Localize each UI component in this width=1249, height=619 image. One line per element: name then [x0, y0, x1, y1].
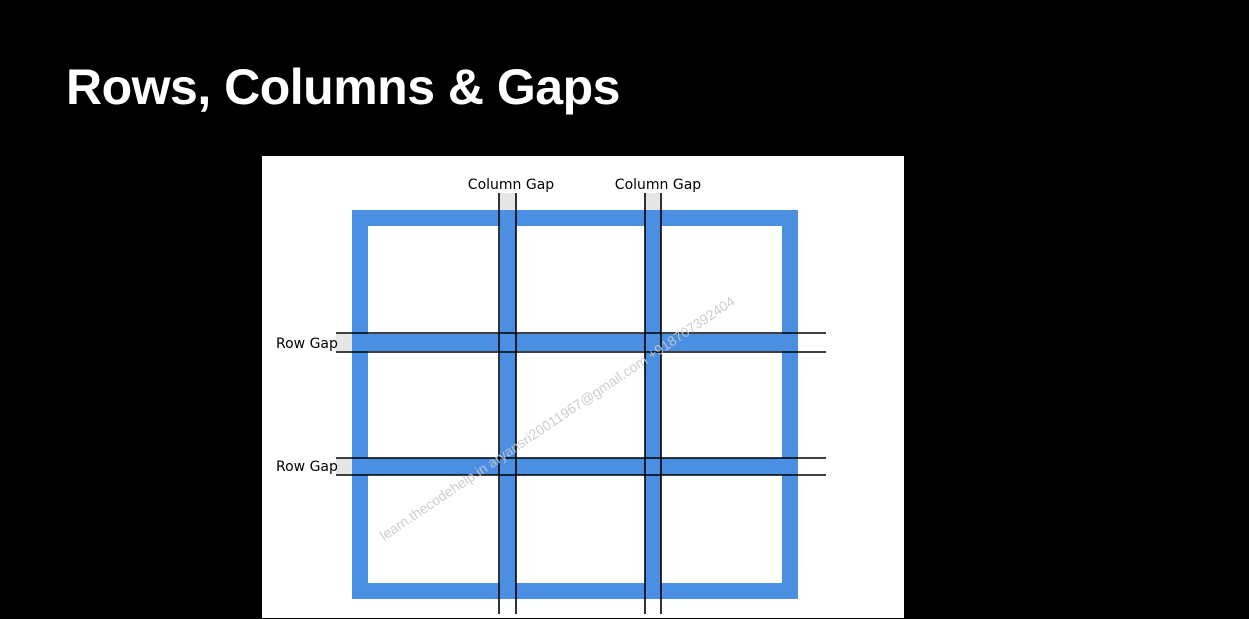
column-gap-label-1: Column Gap	[468, 177, 554, 193]
column-gap-highlight-1	[500, 193, 516, 210]
column-guide-lines	[498, 193, 662, 614]
grid-gap-svg: Column Gap Column Gap Row Gap Row Gap le…	[262, 156, 904, 618]
row-gap-bar-1	[352, 334, 798, 351]
column-gap-bar-1	[500, 210, 516, 599]
row-gap-highlight-2	[336, 458, 352, 475]
row-guide-lines	[336, 332, 826, 476]
slide-title: Rows, Columns & Gaps	[66, 59, 620, 115]
row-gap-bar-2	[352, 458, 798, 475]
row-gap-label-1: Row Gap	[276, 336, 338, 352]
grid-gap-diagram: Column Gap Column Gap Row Gap Row Gap le…	[262, 156, 904, 618]
grid-container-border	[352, 210, 798, 599]
column-gap-highlight-2	[645, 193, 661, 210]
column-gap-bar-2	[645, 210, 661, 599]
row-gap-highlight-1	[336, 334, 352, 351]
column-gap-label-2: Column Gap	[615, 177, 701, 193]
row-gap-label-2: Row Gap	[276, 459, 338, 475]
